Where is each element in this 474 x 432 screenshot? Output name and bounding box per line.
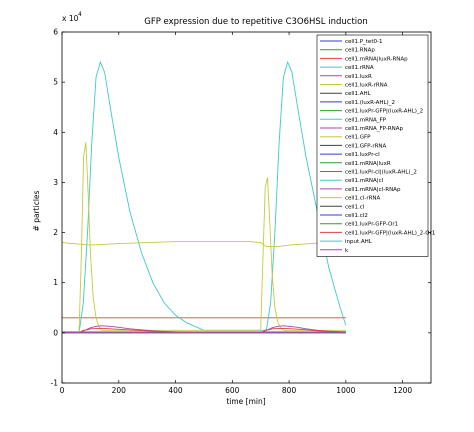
legend-label: cell1.cI2 (345, 213, 368, 219)
legend-label: cell1.(luxR-AHL)_2 (345, 100, 395, 106)
legend-label: cell1.GFP (345, 135, 371, 141)
legend-label: cell1.mRNA|luxR-RNAp (345, 56, 408, 62)
legend-label: k (345, 248, 349, 254)
legend-label: cell1.luxPr-cI (345, 152, 380, 158)
x-tick-label: 200 (112, 386, 127, 395)
y-tick-label: 0 (53, 328, 58, 337)
legend-label: cell1.luxPr-GFP|(luxR-AHL)_2 (345, 109, 423, 115)
series-line-11 (62, 142, 346, 334)
legend-label: cell1.rRNA (345, 65, 374, 71)
legend-label: cell1.luxPr-GFP|(luxR-AHL)_2-Or1 (345, 230, 435, 236)
x-tick-label: 0 (60, 386, 65, 395)
legend-label: cell1.GFP-rRNA (345, 143, 387, 149)
x-tick-label: 600 (225, 386, 240, 395)
y-multiplier-exponent: 4 (78, 11, 82, 18)
legend-label: cell1.mRNA|luxR (345, 161, 391, 167)
chart-title: GFP expression due to repetitive C3O6HSL… (144, 17, 367, 27)
series-line-18 (61, 241, 346, 248)
series-line-3 (62, 60, 347, 334)
legend-label: cell1.P_tet0-1 (345, 39, 382, 45)
series-line-22 (62, 327, 346, 334)
legend-label: cell1.cI-rRNA (345, 196, 381, 202)
x-tick-label: 800 (282, 386, 297, 395)
y-tick-label: 2 (53, 228, 58, 237)
y-tick-label: 1 (53, 278, 58, 287)
y-tick-label: -1 (51, 379, 59, 388)
legend-label: input.AHL (345, 239, 373, 245)
y-tick-label: 5 (53, 78, 58, 87)
legend-label: cell1.luxR (345, 74, 372, 80)
legend-label: cell1.luxPr-cI|(luxR-AHL)_2 (345, 170, 417, 176)
y-multiplier-base: x 10 (62, 14, 79, 23)
y-tick-label: 4 (53, 128, 58, 137)
x-tick-label: 1000 (336, 386, 355, 395)
legend-label: cell1.RNAp (345, 48, 375, 54)
legend-label: cell1.mRNA|cI (345, 178, 384, 184)
legend: cell1.P_tet0-1 cell1.RNAp cell1.mRNA|luxR-… (316, 34, 435, 257)
y-tick-label: 6 (53, 28, 58, 37)
legend-label: cell1.luxPr-GFP-Or1 (345, 222, 398, 228)
x-axis-label: time [min] (226, 397, 265, 406)
plot-frame (61, 31, 432, 384)
legend-label: cell1.cI (345, 204, 365, 210)
x-tick-label: 400 (168, 386, 183, 395)
legend-label: cell1.mRNA|cI-RNAp (345, 187, 401, 193)
y-axis-label: # particles (32, 190, 41, 231)
legend-label: cell1.luxR-rRNA (345, 83, 388, 89)
legend-label: cell1.mRNA_FP-RNAp (345, 126, 404, 132)
y-tick-label: 3 (53, 178, 58, 187)
legend-label: cell1.AHL (345, 91, 372, 97)
y-axis-multiplier: x 10 4 (62, 11, 82, 23)
plot-lines (61, 60, 347, 334)
x-tick-label: 1200 (393, 386, 412, 395)
legend-label: cell1.mRNA_FP (345, 117, 387, 123)
